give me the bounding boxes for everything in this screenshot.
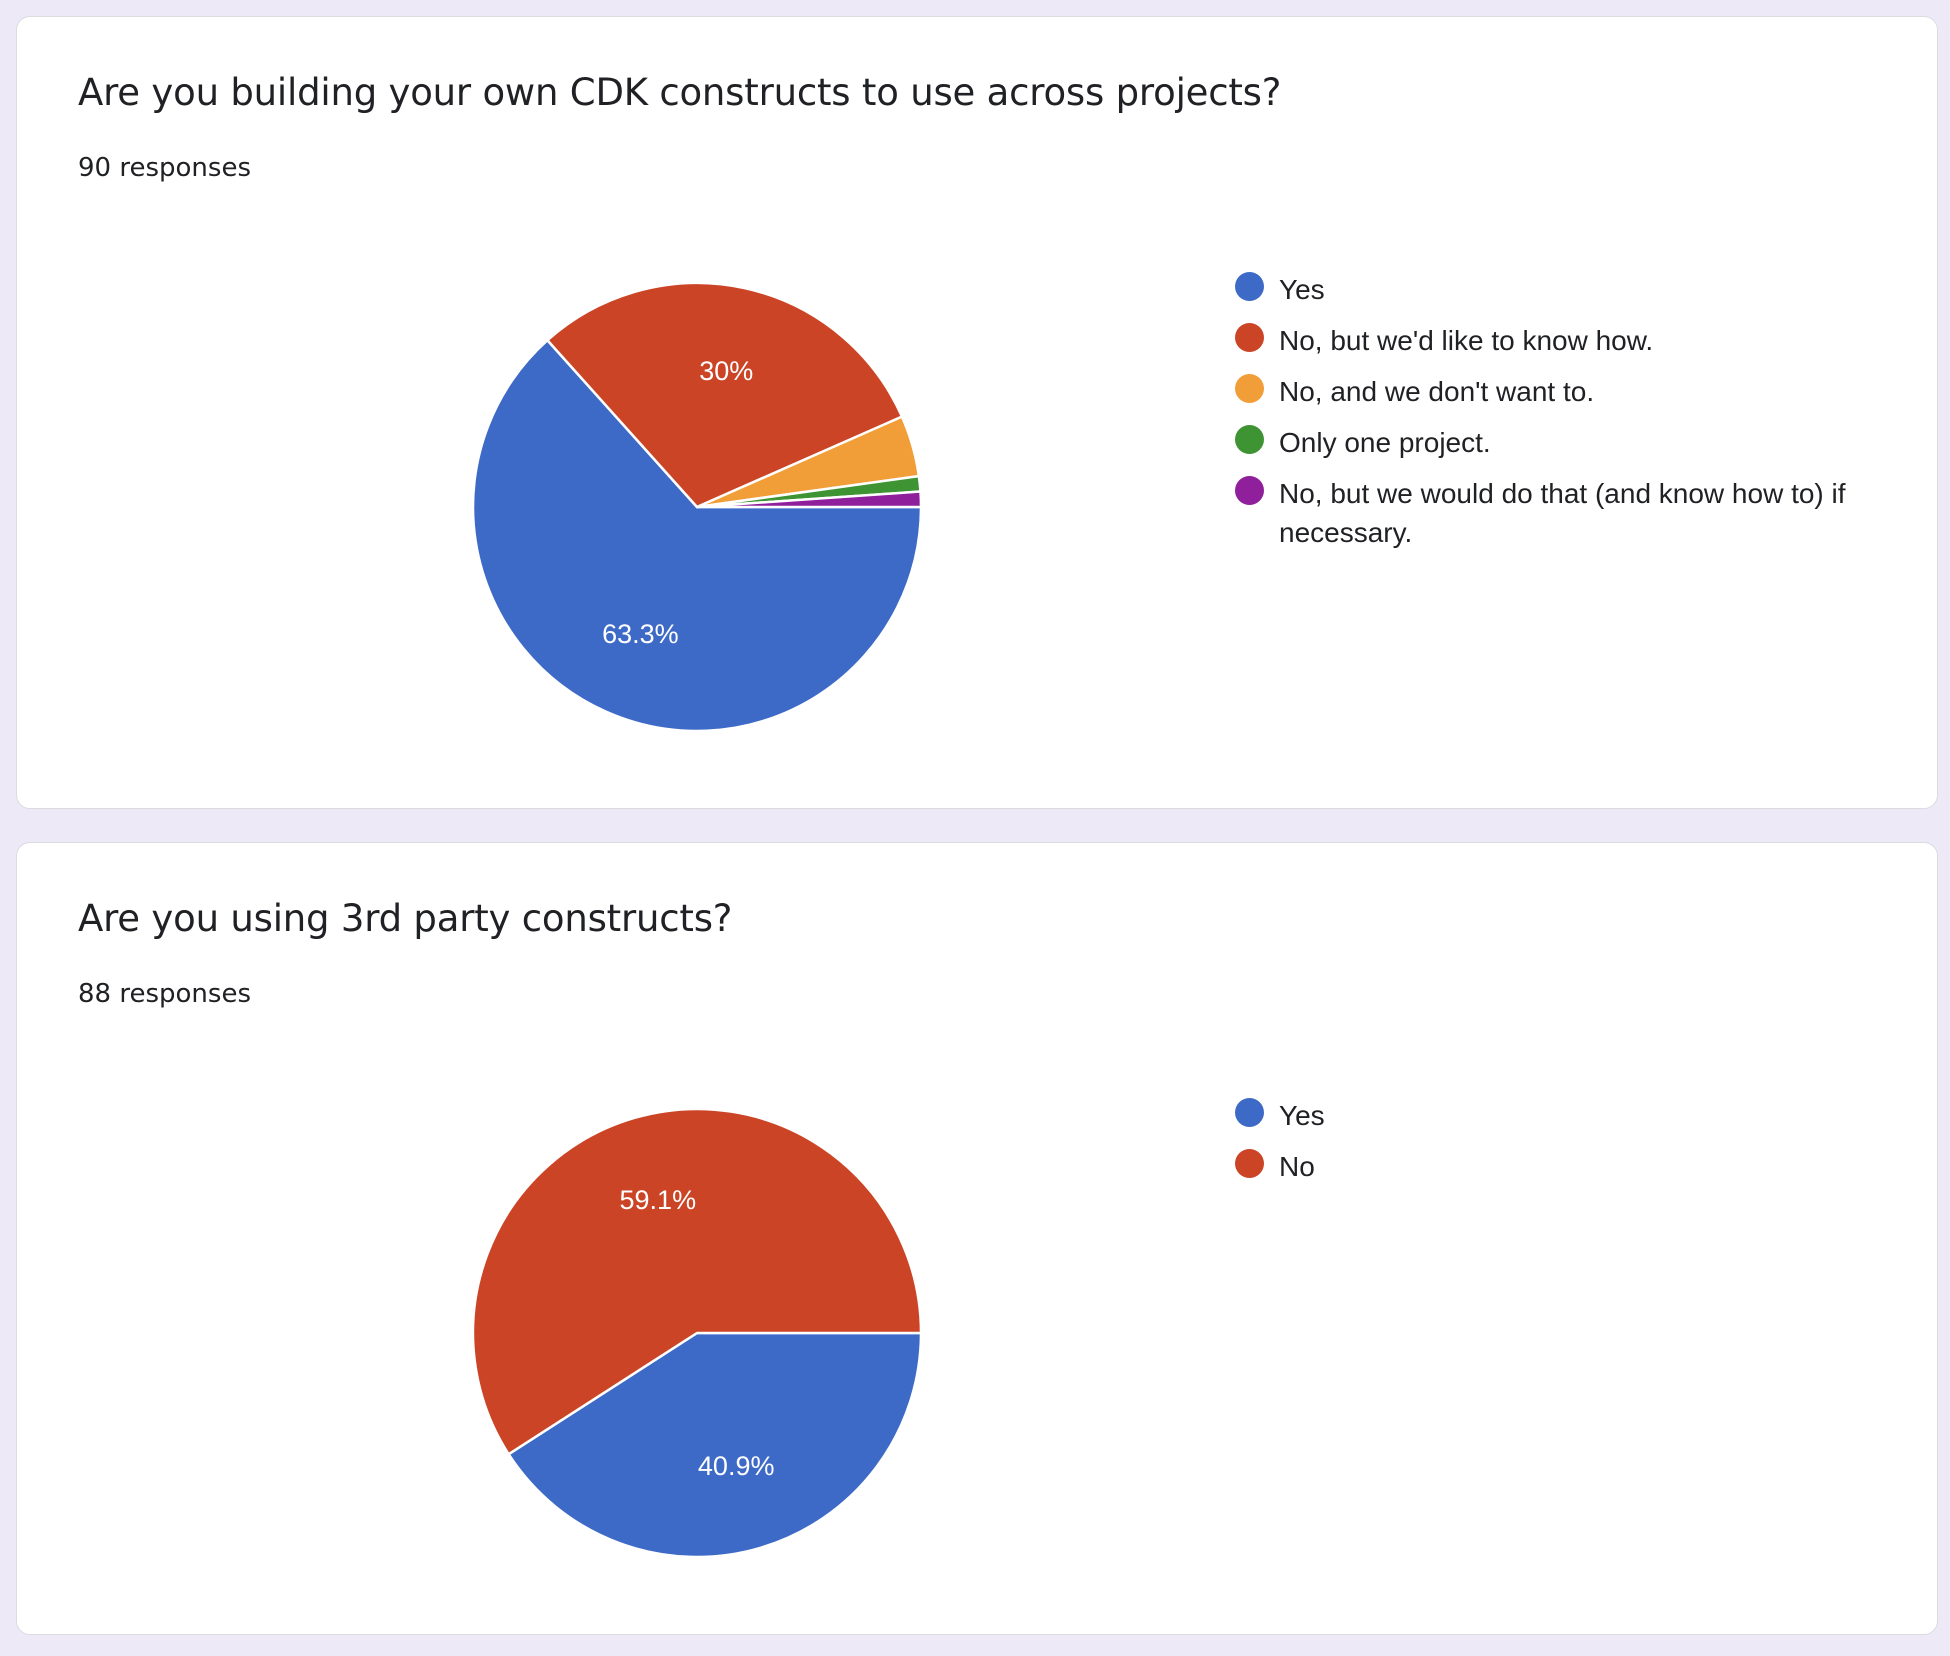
chart-legend: Yes No (1235, 1096, 1855, 1198)
question-title: Are you building your own CDK constructs… (78, 71, 1282, 114)
slice-percent-label: 30% (699, 356, 753, 386)
legend-label: Yes (1279, 1100, 1325, 1131)
pie-chart: 63.3% 30% (471, 281, 923, 733)
legend-label: No (1279, 1151, 1315, 1182)
question-card-1: Are you building your own CDK constructs… (16, 16, 1938, 809)
pie-slice (471, 339, 923, 733)
slice-percent-label: 59.1% (620, 1185, 697, 1215)
legend-item[interactable]: No, but we'd like to know how. (1235, 321, 1855, 360)
slice-percent-label: 40.9% (698, 1451, 775, 1481)
pie-chart: 40.9% 59.1% (471, 1107, 923, 1559)
question-card-2: Are you using 3rd party constructs? 88 r… (16, 842, 1938, 1635)
legend-color-swatch (1235, 272, 1264, 301)
response-count: 90 responses (78, 153, 251, 183)
legend-color-swatch (1235, 323, 1264, 352)
slice-percent-label: 63.3% (602, 619, 679, 649)
legend-item[interactable]: No (1235, 1147, 1855, 1186)
legend-label: No, but we would do that (and know how t… (1279, 478, 1846, 548)
legend-label: No, and we don't want to. (1279, 376, 1595, 407)
legend-color-swatch (1235, 374, 1264, 403)
pie-slice (695, 490, 923, 509)
legend-label: Only one project. (1279, 427, 1491, 458)
legend-item[interactable]: No, and we don't want to. (1235, 372, 1855, 411)
legend-item[interactable]: Yes (1235, 270, 1855, 309)
legend-label: No, but we'd like to know how. (1279, 325, 1654, 356)
response-count: 88 responses (78, 979, 251, 1009)
question-title: Are you using 3rd party constructs? (78, 897, 733, 940)
legend-item[interactable]: Only one project. (1235, 423, 1855, 462)
legend-label: Yes (1279, 274, 1325, 305)
legend-color-swatch (1235, 425, 1264, 454)
chart-legend: Yes No, but we'd like to know how. No, and… (1235, 270, 1855, 564)
legend-item[interactable]: No, but we would do that (and know how t… (1235, 474, 1855, 552)
pie-slice (471, 1107, 923, 1456)
legend-color-swatch (1235, 1098, 1264, 1127)
legend-color-swatch (1235, 1149, 1264, 1178)
legend-item[interactable]: Yes (1235, 1096, 1855, 1135)
legend-color-swatch (1235, 476, 1264, 505)
pie-slice (546, 281, 904, 509)
